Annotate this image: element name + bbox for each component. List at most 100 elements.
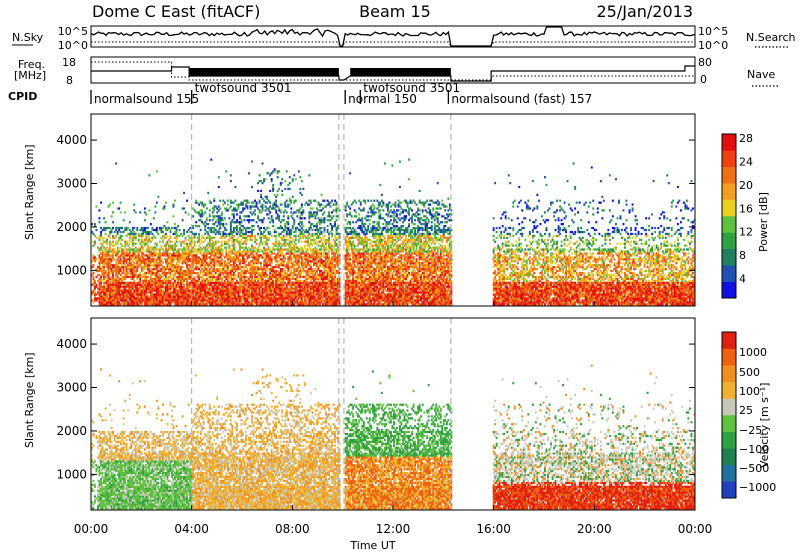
heatmap-cell [305,275,308,279]
heatmap-cell [322,219,324,222]
heatmap-cell [151,226,154,230]
heatmap-cell [319,203,321,206]
heatmap-cell [294,264,297,267]
heatmap-cell [100,252,103,255]
heatmap-cell [314,303,317,306]
heatmap-cell [293,244,296,247]
heatmap-cell [98,277,101,281]
heatmap-cell [172,291,175,294]
heatmap-cell [260,271,263,275]
heatmap-cell [109,258,112,261]
heatmap-cell [260,291,263,294]
heatmap-cell [198,299,201,302]
heatmap-cell [106,297,109,300]
heatmap-cell [281,230,284,234]
heatmap-cell [155,254,158,257]
heatmap-cell [270,250,273,253]
heatmap-cell [133,262,136,265]
heatmap-cell [246,297,249,300]
heatmap-cell [248,301,250,304]
heatmap-cell [174,252,176,255]
heatmap-cell [272,299,275,302]
heatmap-cell [296,215,299,218]
heatmap-cell [148,260,151,263]
heatmap-cell [252,248,255,251]
heatmap-cell [157,301,160,304]
heatmap-cell [208,262,211,265]
heatmap-cell [258,289,261,292]
heatmap-cell [130,287,133,290]
heatmap-cell [267,258,270,261]
heatmap-cell [115,303,118,306]
heatmap-cell [231,289,234,292]
heatmap-cell [154,295,157,298]
heatmap-cell [128,268,131,271]
heatmap-cell [281,279,284,282]
heatmap-cell [225,289,228,292]
heatmap-cell [158,277,161,281]
heatmap-cell [302,281,305,284]
heatmap-cell [145,236,148,239]
heatmap-cell [242,254,244,257]
heatmap-cell [155,297,158,300]
heatmap-cell [222,295,225,298]
heatmap-cell [134,291,137,294]
heatmap-cell [186,293,189,296]
heatmap-cell [294,250,297,253]
heatmap-cell [272,289,275,292]
heatmap-cell [242,258,244,261]
heatmap-cell [229,180,232,183]
heatmap-cell [100,299,103,302]
heatmap-cell [189,273,192,277]
heatmap-cell [300,289,303,292]
heatmap-cell [306,273,309,277]
heatmap-cell [207,273,210,277]
heatmap-cell [192,264,195,267]
heatmap-cell [174,266,176,269]
heatmap-cell [254,291,257,294]
heatmap-cell [148,209,151,212]
heatmap-cell [229,291,232,294]
heatmap-cell [142,297,145,300]
heatmap-cell [243,207,246,210]
heatmap-cell [222,301,225,304]
heatmap-cell [232,238,235,241]
heatmap-cell [121,291,124,294]
heatmap-cell [208,238,211,241]
heatmap-cell [285,211,288,214]
heatmap-cell [285,285,288,288]
heatmap-cell [311,234,314,238]
heatmap-cell [223,279,226,282]
heatmap-cell [192,260,195,263]
heatmap-cell [313,295,315,298]
heatmap-cell [258,287,261,290]
heatmap-cell [113,252,116,255]
heatmap-cell [322,303,324,306]
heatmap-cell [201,279,204,282]
heatmap-cell [195,225,198,228]
heatmap-cell [198,250,201,253]
heatmap-cell [106,252,109,255]
heatmap-cell [113,244,116,247]
heatmap-cell [248,221,250,224]
heatmap-cell [131,301,134,304]
heatmap-cell [205,248,208,251]
heatmap-cell [311,223,314,226]
heatmap-cell [172,293,175,296]
heatmap-cell [240,275,243,279]
heatmap-cell [273,193,276,196]
heatmap-cell [311,275,314,279]
heatmap-cell [190,291,193,294]
heatmap-cell [130,291,133,294]
heatmap-cell [258,299,261,302]
heatmap-cell [115,275,118,279]
heatmap-cell [95,283,98,286]
heatmap-cell [107,269,110,273]
heatmap-cell [291,248,294,251]
heatmap-cell [246,199,249,202]
heatmap-cell [115,240,118,243]
heatmap-cell [143,262,146,265]
heatmap-cell [270,219,273,222]
heatmap-cell [325,289,327,292]
heatmap-cell [317,293,320,296]
